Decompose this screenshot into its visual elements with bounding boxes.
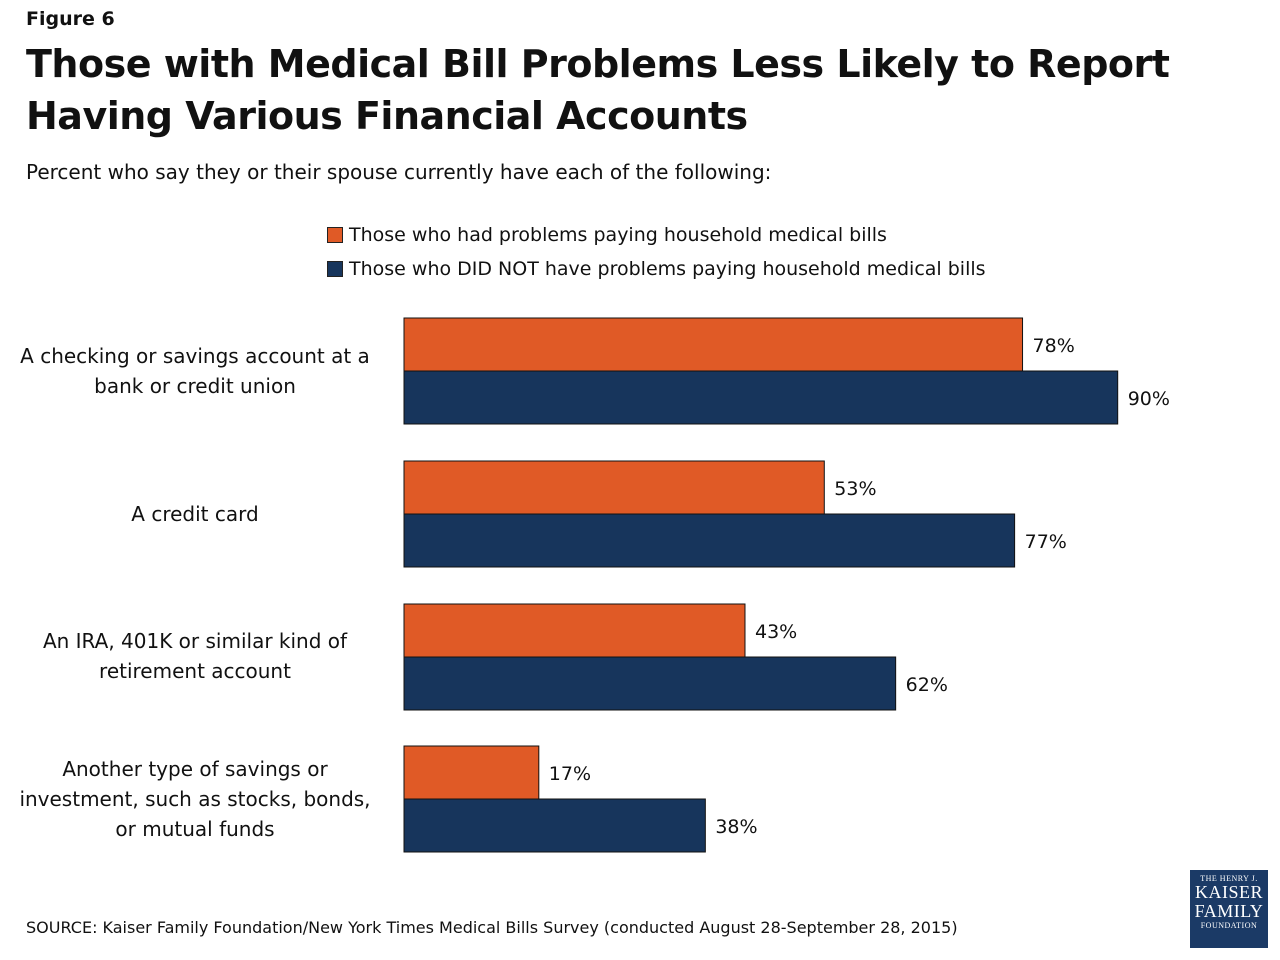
data-label-checking-no-problems: 90% <box>1128 388 1170 410</box>
bar-other-savings-no-problems <box>403 798 706 853</box>
data-label-retirement-problems: 43% <box>755 621 797 643</box>
source-note: SOURCE: Kaiser Family Foundation/New Yor… <box>26 918 958 937</box>
bar-checking-no-problems <box>403 370 1119 425</box>
category-label-other-savings: Another type of savings or investment, s… <box>19 757 371 841</box>
chart-subtitle: Percent who say they or their spouse cur… <box>26 160 772 184</box>
bar-other-savings-problems <box>403 745 540 800</box>
data-label-credit-card-no-problems: 77% <box>1025 531 1067 553</box>
bar-retirement-problems <box>403 603 746 658</box>
figure-label: Figure 6 <box>26 8 115 30</box>
legend-swatch-series-2 <box>327 261 343 277</box>
bar-credit-card-problems <box>403 460 825 515</box>
kff-logo: THE HENRY J. KAISER FAMILY FOUNDATION <box>1190 870 1268 948</box>
category-label-retirement: An IRA, 401K or similar kind of retireme… <box>42 629 348 683</box>
category-label-checking: A checking or savings account at a bank … <box>20 344 370 398</box>
legend-label-series-2: Those who DID NOT have problems paying h… <box>349 258 986 280</box>
legend-item-series-2: Those who DID NOT have problems paying h… <box>327 252 986 286</box>
data-label-other-savings-no-problems: 38% <box>715 816 757 838</box>
chart-title: Those with Medical Bill Problems Less Li… <box>26 42 1170 138</box>
legend-swatch-series-1 <box>327 227 343 243</box>
legend-label-series-1: Those who had problems paying household … <box>349 224 887 246</box>
data-label-credit-card-problems: 53% <box>834 478 876 500</box>
data-label-other-savings-problems: 17% <box>549 763 591 785</box>
data-label-retirement-no-problems: 62% <box>906 674 948 696</box>
bar-checking-problems <box>403 317 1024 372</box>
legend: Those who had problems paying household … <box>327 218 986 286</box>
legend-item-series-1: Those who had problems paying household … <box>327 218 986 252</box>
bar-retirement-no-problems <box>403 656 897 711</box>
category-label-credit-card: A credit card <box>131 502 259 526</box>
bar-credit-card-no-problems <box>403 513 1016 568</box>
data-label-checking-problems: 78% <box>1033 335 1075 357</box>
